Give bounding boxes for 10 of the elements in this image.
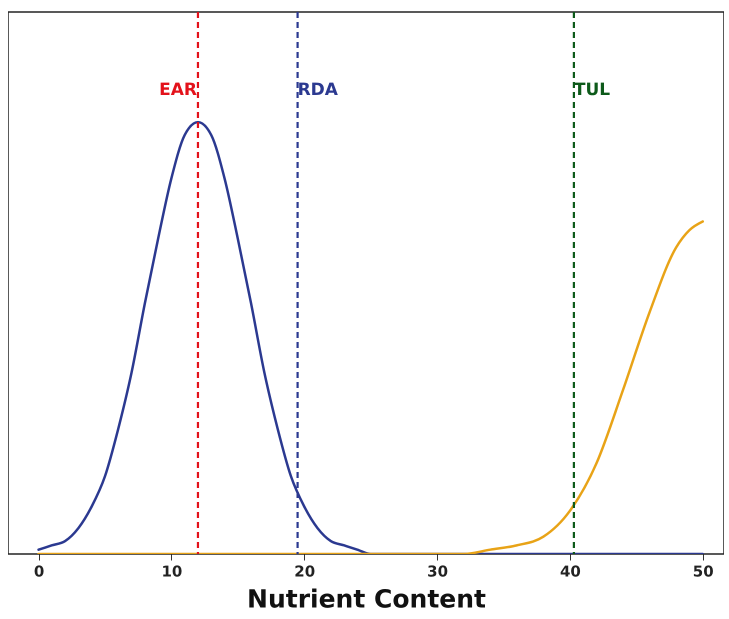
- x-axis-title: Nutrient Content: [247, 584, 486, 614]
- x-tick-label: 50: [692, 562, 714, 580]
- x-tick-label: 40: [560, 562, 581, 580]
- x-tick-label: 30: [427, 562, 448, 580]
- ref-line-label: EAR: [159, 80, 197, 100]
- ref-line-label: RDA: [298, 80, 339, 100]
- x-tick-label: 0: [34, 562, 44, 580]
- x-tick-label: 10: [161, 562, 182, 580]
- x-tick-label: 20: [294, 562, 316, 580]
- ref-line-label: TUL: [574, 80, 610, 100]
